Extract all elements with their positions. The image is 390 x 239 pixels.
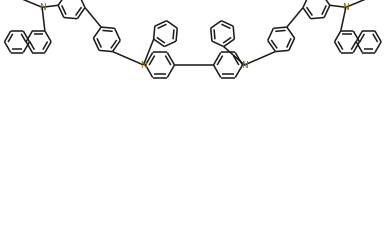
Text: N: N xyxy=(342,3,349,12)
Text: N: N xyxy=(241,60,248,70)
Text: N: N xyxy=(39,3,46,12)
Text: N: N xyxy=(140,60,147,70)
